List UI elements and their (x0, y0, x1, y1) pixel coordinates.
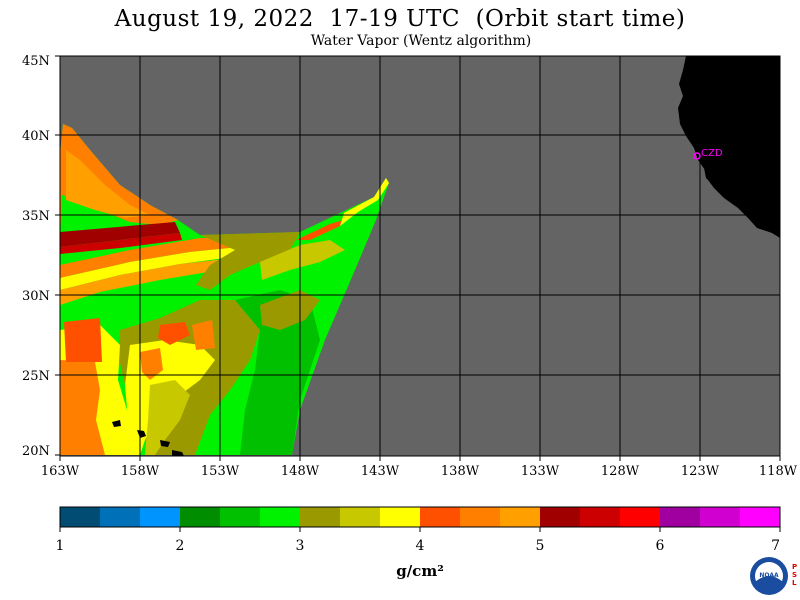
lat-label-45n: 45N (22, 54, 50, 69)
swath-dark-red-band (60, 222, 180, 247)
colorbar-swatch (540, 507, 580, 527)
swath-orange-central (140, 348, 163, 380)
noaa-logo-wave (755, 576, 783, 591)
colorbar-swatch (660, 507, 700, 527)
island-maui (137, 430, 146, 438)
lon-label-143w: 143W (361, 464, 400, 479)
swath-yellow-band-ne (260, 240, 345, 280)
colorbar-swatch (460, 507, 500, 527)
lon-label-158w: 158W (121, 464, 160, 479)
lon-label-148w: 148W (281, 464, 320, 479)
colorbar-tick-label: 4 (416, 538, 425, 554)
colorbar-swatch (620, 507, 660, 527)
noaa-logo: NOAA (750, 557, 788, 595)
colorbar-swatch (740, 507, 780, 527)
page-subtitle: Water Vapor (Wentz algorithm) (310, 33, 532, 49)
map-frame (59, 55, 781, 457)
colorbar-ticks: 1 2 3 4 5 6 7 (56, 527, 781, 554)
colorbar-tick-label: 6 (656, 538, 665, 554)
colorbar-tick-label: 1 (56, 538, 65, 554)
colorbar-swatch (100, 507, 140, 527)
swath-yellow-ne-tip (340, 178, 389, 226)
colorbar-tick-label: 2 (176, 538, 185, 554)
water-vapor-swath (60, 124, 389, 456)
island-big (172, 450, 184, 456)
swath-olive-east (260, 290, 320, 330)
swath-yellow-band-1 (60, 246, 250, 290)
swath-orange-band-2 (60, 258, 235, 305)
lat-label-20n: 20N (22, 444, 50, 459)
colorbar-swatch (700, 507, 740, 527)
swath-orange-central-3 (192, 320, 215, 350)
colorbar-swatch (500, 507, 540, 527)
land-california (678, 56, 780, 238)
colorbar-tick-label: 5 (536, 538, 545, 554)
colorbar (59, 506, 781, 528)
swath-orange-central-2 (158, 322, 190, 345)
swath-orange-ne-stripe (296, 220, 344, 240)
island-oahu (112, 420, 121, 427)
lon-label-138w: 138W (441, 464, 480, 479)
station-marker-czd (693, 152, 701, 160)
lat-label-30n: 30N (22, 289, 50, 304)
lon-label-163w: 163W (41, 464, 80, 479)
map-ticks (55, 55, 781, 461)
colorbar-swatch (220, 507, 260, 527)
swath-west-orange-block (64, 318, 102, 362)
graticule (60, 56, 780, 456)
island-molokai (160, 440, 170, 447)
colorbar-swatch (300, 507, 340, 527)
colorbar-swatch (380, 507, 420, 527)
swath-green-south (235, 290, 320, 455)
swath-nw-tongue (60, 124, 178, 240)
page-title: August 19, 2022 17-19 UTC (Orbit start t… (114, 6, 686, 32)
lon-label-118w: 118W (759, 464, 798, 479)
lon-label-133w: 133W (521, 464, 560, 479)
swath-yellow-mid (145, 380, 190, 455)
swath-orange-band-1 (60, 236, 258, 278)
land-peninsula (704, 168, 718, 184)
swath-red-band (60, 233, 182, 254)
swath-west-orange (60, 360, 105, 455)
colorbar-tick-label: 7 (771, 538, 780, 554)
colorbar-swatch (260, 507, 300, 527)
psl-letters: PSL (792, 563, 798, 587)
noaa-logo-text: NOAA (759, 572, 779, 579)
station-label-czd: CZD (701, 148, 723, 159)
colorbar-swatch (60, 507, 100, 527)
colorbar-swatch (420, 507, 460, 527)
lat-label-35n: 35N (22, 209, 50, 224)
lon-label-128w: 128W (601, 464, 640, 479)
colorbar-swatch (180, 507, 220, 527)
lon-label-153w: 153W (201, 464, 240, 479)
swath-olive-band (196, 232, 300, 290)
colorbar-swatch (140, 507, 180, 527)
colorbar-units: g/cm² (396, 562, 444, 580)
lon-label-123w: 123W (681, 464, 720, 479)
colorbar-swatch (340, 507, 380, 527)
colorbar-swatch (580, 507, 620, 527)
lat-label-25n: 25N (22, 369, 50, 384)
lat-label-40n: 40N (22, 129, 50, 144)
colorbar-tick-label: 3 (296, 538, 305, 554)
swath-nw-inner (66, 150, 150, 218)
psl-vertical-label: PSL (792, 563, 800, 587)
